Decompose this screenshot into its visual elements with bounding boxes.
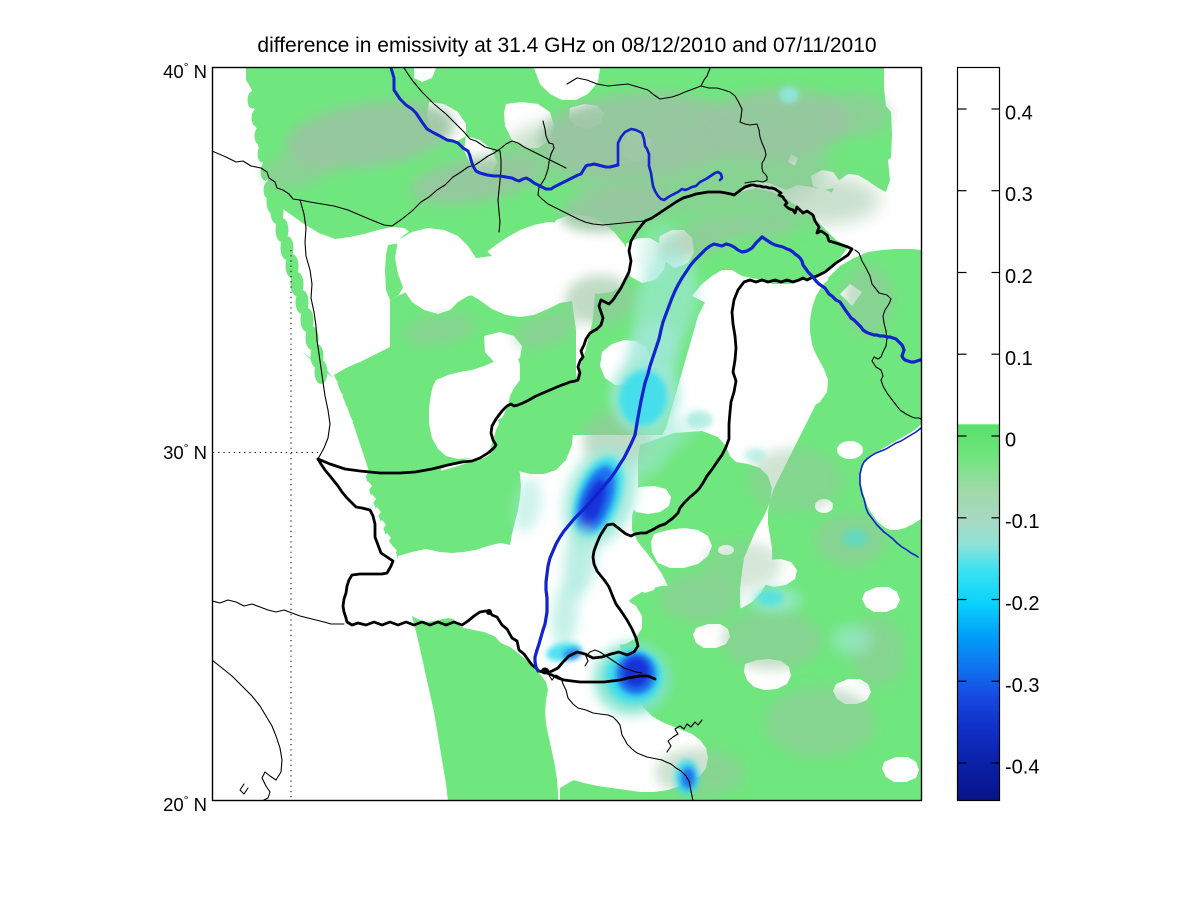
- svg-text:-0.2: -0.2: [1005, 593, 1039, 615]
- svg-text:0.1: 0.1: [1005, 348, 1033, 370]
- svg-text:0.3: 0.3: [1005, 184, 1033, 206]
- svg-text:-0.3: -0.3: [1005, 675, 1039, 697]
- svg-text:0.4: 0.4: [1005, 103, 1033, 125]
- svg-text:-0.4: -0.4: [1005, 757, 1039, 779]
- svg-text:30° N: 30° N: [163, 441, 207, 463]
- svg-text:0: 0: [1005, 430, 1016, 452]
- svg-text:20° N: 20° N: [163, 793, 207, 815]
- svg-text:40° N: 40° N: [163, 60, 207, 82]
- svg-text:difference in emissivity at 31: difference in emissivity at 31.4 GHz on …: [257, 34, 876, 57]
- svg-text:-0.1: -0.1: [1005, 511, 1039, 533]
- svg-text:0.2: 0.2: [1005, 266, 1033, 288]
